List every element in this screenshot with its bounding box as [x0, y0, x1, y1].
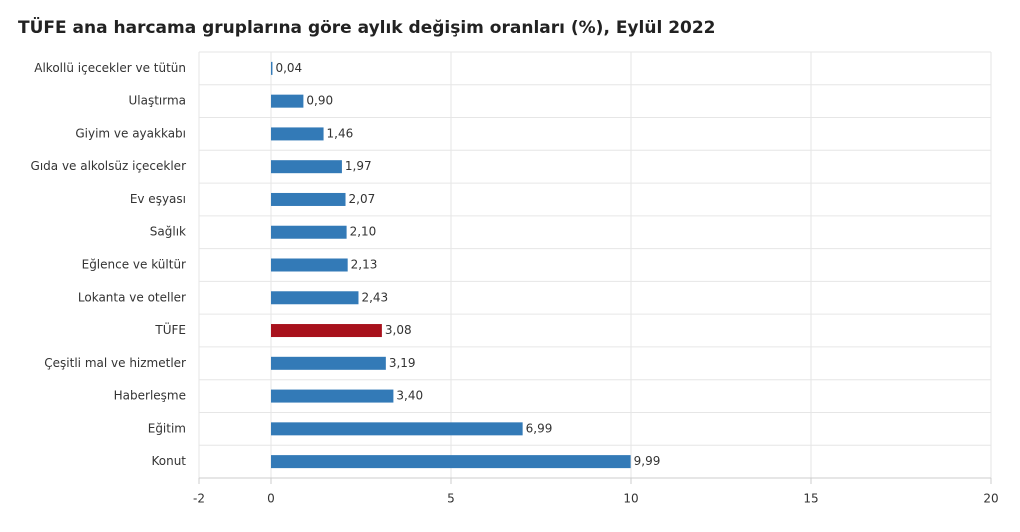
x-tick-label: 15 — [803, 492, 818, 506]
value-label: 3,19 — [389, 356, 416, 370]
y-tick-label: Sağlık — [150, 225, 186, 239]
x-tick-label: 10 — [623, 492, 638, 506]
value-label: 0,90 — [306, 94, 333, 108]
value-label: 3,40 — [396, 389, 423, 403]
y-tick-label: Eğitim — [148, 421, 186, 435]
bar — [271, 127, 324, 141]
y-tick-label: Giyim ve ayakkabı — [75, 126, 186, 140]
bar — [271, 455, 631, 469]
chart-title: TÜFE ana harcama gruplarına göre aylık d… — [18, 16, 716, 38]
bar — [271, 324, 382, 338]
y-tick-label: Haberleşme — [114, 389, 186, 403]
value-label: 9,99 — [634, 454, 661, 468]
x-tick-label: 20 — [983, 492, 998, 506]
value-label: 1,97 — [345, 159, 372, 173]
y-tick-label: Alkollü içecekler ve tütün — [34, 61, 186, 75]
y-tick-label: Ulaştırma — [128, 94, 186, 108]
bar — [271, 291, 359, 305]
value-label: 2,13 — [351, 258, 378, 272]
value-label: 0,04 — [275, 61, 302, 75]
x-tick-label: -2 — [193, 492, 205, 506]
value-label: 2,10 — [350, 225, 377, 239]
y-tick-label: Çeşitli mal ve hizmetler — [44, 356, 186, 370]
bar — [271, 192, 346, 206]
bar — [271, 389, 394, 403]
y-tick-label: TÜFE — [154, 321, 186, 337]
value-label: 1,46 — [327, 126, 354, 140]
x-tick-label: 0 — [267, 492, 275, 506]
y-tick-label: Konut — [151, 454, 186, 468]
bar — [271, 422, 523, 436]
bar — [271, 160, 342, 174]
x-tick-label: 5 — [447, 492, 455, 506]
y-tick-label: Ev eşyası — [130, 192, 186, 206]
bar — [271, 258, 348, 272]
value-label: 6,99 — [526, 421, 553, 435]
bar — [271, 356, 386, 370]
bar — [271, 225, 347, 239]
bar — [271, 61, 273, 75]
value-label: 2,43 — [361, 290, 388, 304]
bar — [271, 94, 304, 108]
y-tick-label: Lokanta ve oteller — [78, 290, 186, 304]
y-tick-label: Gıda ve alkolsüz içecekler — [31, 159, 187, 173]
y-tick-label: Eğlence ve kültür — [82, 258, 186, 272]
value-label: 3,08 — [385, 323, 412, 337]
value-label: 2,07 — [349, 192, 376, 206]
